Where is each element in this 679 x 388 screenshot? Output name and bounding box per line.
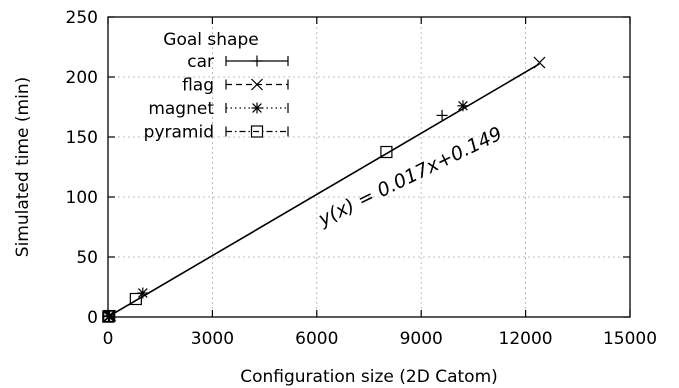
x-axis-title: Configuration size (2D Catom): [240, 367, 498, 387]
legend-title: Goal shape: [163, 30, 258, 50]
x-tick-label: 9000: [400, 329, 443, 349]
legend-label: magnet: [148, 99, 214, 119]
plot-frame: [107, 16, 631, 318]
x-tick-label: 12000: [499, 329, 553, 349]
ticks: [107, 16, 631, 318]
pyramid-data-point: [103, 309, 116, 323]
data-points: [102, 56, 546, 323]
y-tick-label: 100: [66, 188, 98, 208]
x-tick-label: 0: [103, 329, 114, 349]
y-tick-label: 50: [76, 248, 98, 268]
y-tick-label: 250: [66, 8, 98, 28]
legend-item-flag: flag: [182, 76, 289, 96]
fit-equation-annotation: y(x) = 0.017x+0.149: [314, 123, 505, 231]
y-tick-label: 150: [66, 128, 98, 148]
legend-item-pyramid: pyramid: [144, 123, 289, 143]
legend-item-car: car: [187, 52, 289, 72]
legend-marker-magnet: [251, 102, 263, 114]
legend-marker-car: [251, 55, 263, 67]
grid: [108, 17, 630, 317]
car-data-point: [436, 109, 448, 121]
y-axis-title: Simulated time (min): [13, 77, 33, 257]
x-tick-label: 15000: [603, 329, 657, 349]
legend-label: pyramid: [144, 123, 214, 143]
legend-marker-pyramid: [250, 125, 264, 138]
legend-label: flag: [182, 76, 214, 96]
pyramid-data-point: [380, 145, 393, 159]
x-tick-label: 6000: [295, 329, 338, 349]
y-tick-label: 200: [66, 68, 98, 88]
flag-data-point: [533, 56, 546, 69]
x-tick-label: 3000: [191, 329, 234, 349]
legend-item-magnet: magnet: [148, 99, 289, 119]
legend-label: car: [187, 52, 214, 72]
legend-marker-flag: [251, 78, 263, 91]
legend: Goal shape car flag magnet pyramid: [144, 30, 289, 143]
tick-labels: 0 3000 6000 9000 12000 15000 0 50 100 150 200 250: [66, 8, 658, 349]
y-tick-label: 0: [87, 308, 98, 328]
pyramid-data-point: [129, 292, 142, 306]
magnet-data-point: [457, 100, 469, 112]
legend-items: car flag magnet pyramid: [144, 52, 289, 143]
magnet-data-point: [103, 310, 115, 322]
